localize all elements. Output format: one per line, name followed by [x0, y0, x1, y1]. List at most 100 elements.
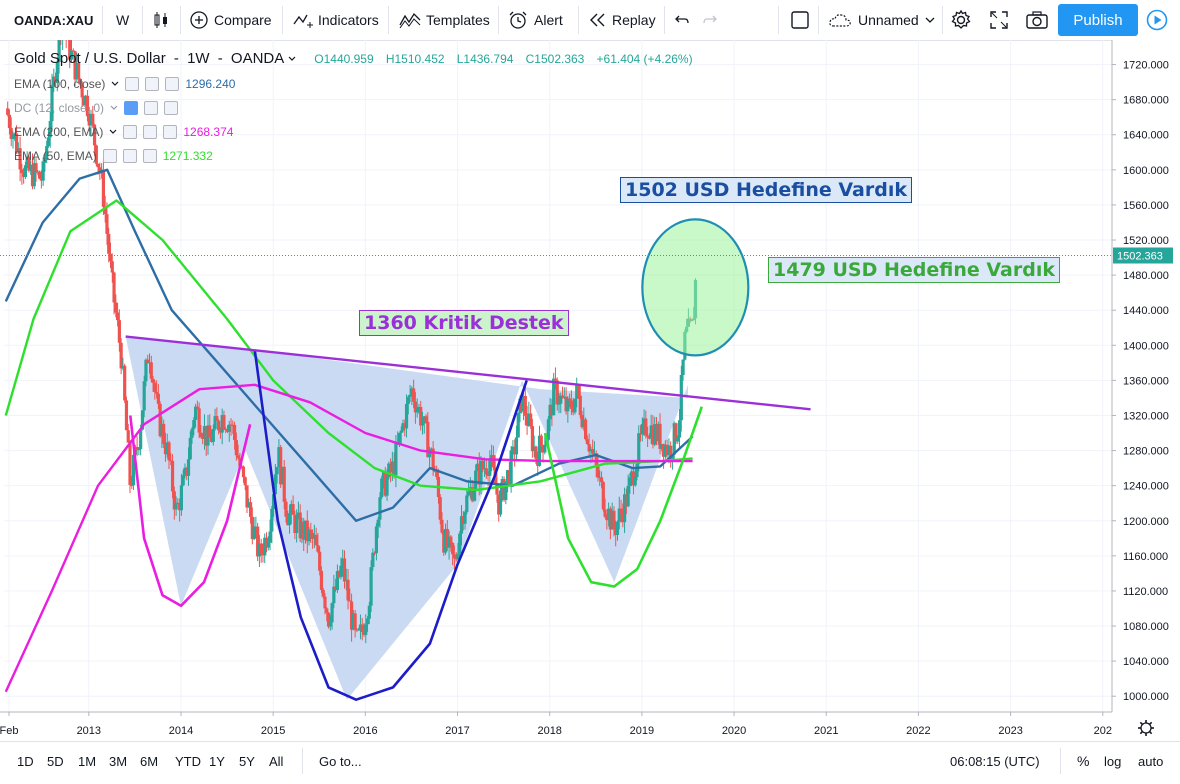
range-button-1y[interactable]: 1Y	[209, 753, 225, 769]
candle-body	[156, 393, 160, 404]
settings-button[interactable]	[950, 0, 972, 40]
chart-style-button[interactable]	[152, 0, 170, 40]
candle-body	[240, 466, 244, 468]
percent-toggle[interactable]: %	[1077, 742, 1089, 780]
compare-button[interactable]: Compare	[190, 0, 272, 40]
publish-button[interactable]: Publish	[1058, 4, 1138, 36]
candle-body	[89, 113, 93, 126]
square-icon	[790, 10, 810, 30]
candle-body	[381, 472, 386, 479]
candle-body	[454, 558, 458, 560]
candle-body	[543, 444, 547, 453]
candle-body	[195, 406, 199, 409]
stream-button[interactable]	[1146, 0, 1168, 40]
indicator-value: 1268.374	[183, 125, 234, 139]
annotation-support-1360[interactable]: 1360 Kritik Destek	[359, 310, 569, 336]
templates-button[interactable]: Templates	[398, 0, 490, 40]
y-tick-label: 1000.000	[1123, 691, 1169, 703]
clock-display[interactable]: 06:08:15 (UTC)	[950, 742, 1040, 780]
interval-button[interactable]: W	[116, 0, 129, 40]
legend-open: O1440.959	[314, 51, 374, 66]
auto-label: auto	[1138, 753, 1164, 769]
chevron-down-icon	[925, 16, 935, 24]
candle-body	[69, 50, 74, 60]
candle-body	[68, 40, 72, 60]
annotation-target-1479[interactable]: 1479 USD Hedefine Vardık	[768, 257, 1060, 283]
candle-body	[296, 512, 301, 517]
range-button-all[interactable]: All	[269, 753, 284, 769]
candle-body	[300, 521, 304, 539]
candle-body	[589, 448, 593, 452]
indicator-row[interactable]: EMA (50, EMA) 1271.332	[14, 149, 213, 163]
chevron-down-icon[interactable]	[109, 129, 117, 135]
candle-body	[146, 359, 150, 363]
candle-body	[115, 312, 120, 321]
candle-body	[305, 520, 309, 542]
gear-icon[interactable]	[144, 101, 159, 115]
candle-body	[482, 468, 487, 470]
symbol-search[interactable]: OANDA:XAU	[14, 0, 93, 40]
candle-body	[394, 442, 398, 476]
replay-button[interactable]: Replay	[588, 0, 656, 40]
auto-toggle[interactable]: auto	[1138, 742, 1163, 780]
chevron-down-icon[interactable]	[110, 105, 118, 111]
candle-body	[497, 494, 501, 515]
range-button-5d[interactable]: 5D	[47, 753, 64, 769]
candle-body	[286, 516, 290, 526]
gear-icon[interactable]	[143, 125, 158, 139]
range-button-6m[interactable]: 6M	[140, 753, 159, 769]
range-button-3m[interactable]: 3M	[109, 753, 128, 769]
candle-body	[188, 437, 192, 460]
candle-body	[527, 413, 531, 426]
candle-body	[358, 624, 363, 630]
range-button-1m[interactable]: 1M	[78, 753, 97, 769]
close-icon[interactable]	[164, 101, 179, 115]
indicator-row[interactable]: EMA (200, EMA) 1268.374	[14, 125, 233, 139]
snapshot-button[interactable]	[1026, 0, 1048, 40]
y-tick-label: 1400.000	[1123, 340, 1169, 352]
candle-body	[163, 444, 168, 455]
annotation-target-1502[interactable]: 1502 USD Hedefine Vardık	[620, 177, 912, 203]
indicators-button[interactable]: Indicators	[292, 0, 379, 40]
goto-button[interactable]: Go to...	[319, 742, 362, 780]
alert-button[interactable]: Alert	[508, 0, 563, 40]
candle-body	[509, 450, 513, 484]
candle-body	[43, 159, 47, 162]
candle-body	[532, 446, 536, 452]
candle-body	[670, 454, 675, 459]
indicator-row[interactable]: DC (12, close, 0)	[14, 101, 179, 115]
range-button-5y[interactable]: 5Y	[239, 753, 255, 769]
eye-icon[interactable]	[125, 77, 140, 91]
candle-body	[325, 608, 329, 613]
candle-body	[13, 133, 17, 135]
undo-button[interactable]	[674, 0, 690, 40]
range-button-ytd[interactable]: YTD	[175, 753, 201, 769]
fullscreen-layout-button[interactable]	[790, 0, 810, 40]
candle-body	[256, 526, 260, 557]
eye-off-icon[interactable]	[124, 101, 139, 115]
candle-body	[459, 516, 464, 534]
candle-body	[34, 163, 38, 173]
candle-body	[521, 396, 526, 412]
chevron-down-icon[interactable]	[111, 81, 119, 87]
close-icon[interactable]	[142, 149, 157, 163]
layout-menu-button[interactable]: Unnamed	[828, 0, 935, 40]
chevron-down-icon[interactable]	[288, 56, 296, 62]
candle-body	[241, 466, 246, 478]
price-chart[interactable]: 1720.000 1680.000 1640.000 1600.000 1560.000…	[0, 40, 1180, 741]
redo-button[interactable]	[702, 0, 718, 40]
gear-icon[interactable]	[145, 77, 160, 91]
candle-body	[291, 504, 295, 515]
indicator-row[interactable]: EMA (100, close) 1296.240	[14, 77, 235, 91]
gear-icon[interactable]	[122, 149, 137, 163]
fullscreen-button[interactable]	[990, 0, 1008, 40]
close-icon[interactable]	[163, 125, 178, 139]
eye-icon[interactable]	[102, 149, 117, 163]
candle-body	[443, 528, 448, 553]
range-button-1d[interactable]: 1D	[17, 753, 34, 769]
candle-body	[539, 435, 543, 446]
eye-icon[interactable]	[123, 125, 138, 139]
log-toggle[interactable]: log	[1104, 742, 1121, 780]
candle-body	[371, 552, 375, 568]
close-icon[interactable]	[165, 77, 180, 91]
